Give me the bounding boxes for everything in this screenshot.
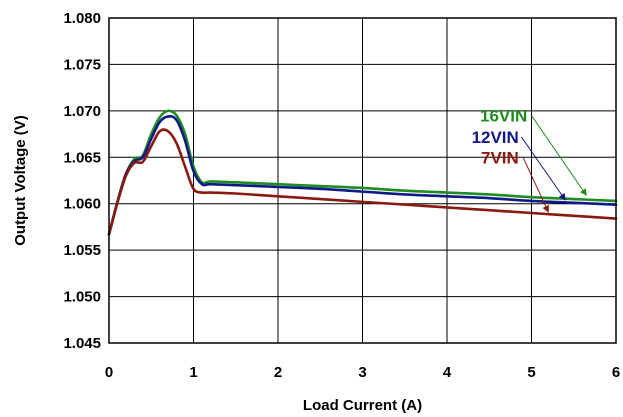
x-tick-label: 2 (274, 364, 282, 381)
annotation-arrow-7vin (522, 157, 549, 213)
y-tick-label: 1.055 (63, 242, 101, 259)
y-axis-title: Output Voltage (V) (12, 115, 29, 246)
x-axis-title: Load Current (A) (303, 397, 422, 414)
y-tick-label: 1.060 (63, 196, 101, 213)
x-tick-label: 3 (358, 364, 366, 381)
y-tick-label: 1.075 (63, 56, 101, 73)
y-tick-label: 1.045 (63, 335, 101, 352)
x-tick-label: 1 (189, 364, 197, 381)
y-tick-label: 1.065 (63, 149, 101, 166)
series-lines (107, 109, 618, 236)
series-line-16vin (107, 109, 618, 236)
x-tick-label: 4 (443, 364, 452, 381)
x-tick-label: 5 (527, 364, 535, 381)
plot-area-frame (108, 17, 617, 344)
x-tick-label: 6 (612, 364, 620, 381)
x-axis-tick-labels: 0 1 2 3 4 5 6 (105, 364, 620, 381)
series-label-7vin: 7VIN (481, 148, 519, 167)
annotation-arrow-16vin (531, 115, 587, 196)
series-line-7vin (107, 128, 618, 236)
series-line-12vin (107, 115, 618, 236)
y-tick-label: 1.080 (63, 10, 101, 27)
series-label-16vin: 16VIN (480, 107, 527, 126)
series-label-12vin: 12VIN (472, 128, 519, 147)
annotation-arrow-12vin (520, 136, 566, 201)
y-tick-label: 1.050 (63, 289, 101, 306)
gridlines (108, 17, 617, 344)
x-tick-label: 0 (105, 364, 113, 381)
y-axis-tick-labels: 1.045 1.050 1.055 1.060 1.065 1.070 1.075 1.080 (63, 10, 101, 352)
y-tick-label: 1.070 (63, 103, 101, 120)
